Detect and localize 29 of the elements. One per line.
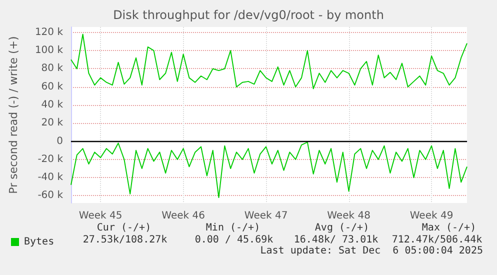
legend-label: Bytes: [24, 236, 54, 248]
y-axis-title: Pr second read (-) / write (+): [7, 36, 20, 194]
y-tick-label: -20 k: [38, 154, 64, 165]
x-tick-label: Week 48: [327, 210, 370, 222]
y-tick-label: 80 k: [41, 63, 64, 74]
y-tick-label: -60 k: [38, 190, 64, 202]
x-tick-label: Week 49: [410, 210, 454, 222]
y-tick-label: 60 k: [41, 81, 64, 92]
y-tick-label: 0: [56, 136, 63, 147]
line-series: [70, 142, 468, 198]
text: Max (-/+): [422, 222, 476, 234]
text: Last update: Sat Dec 6 05:00:04 2025: [260, 246, 483, 256]
text: 16.48k/ 73.01k: [294, 234, 378, 246]
text: 27.53k/108.27k: [82, 234, 168, 246]
text: Cur (-/+): [96, 222, 152, 234]
y-tick-label: 120 k: [34, 26, 64, 38]
text: 712.47k/506.44k: [392, 234, 482, 246]
y-tick-label: 20 k: [41, 118, 64, 129]
y-tick-label: 100 k: [34, 45, 64, 56]
chart-title: Disk throughput for /dev/vg0/root - by month: [113, 8, 384, 22]
x-tick-label: Week 46: [162, 210, 205, 222]
text: Min (-/+): [206, 222, 260, 234]
line-series: [70, 34, 468, 90]
x-tick-label: Week 47: [244, 210, 288, 222]
y-tick-label: -40 k: [38, 172, 64, 184]
text: 0.00 / 45.69k: [194, 234, 274, 246]
x-tick-label: Week 45: [78, 210, 122, 222]
text: Avg (-/+): [314, 222, 370, 234]
y-tick-label: 40 k: [41, 100, 64, 111]
